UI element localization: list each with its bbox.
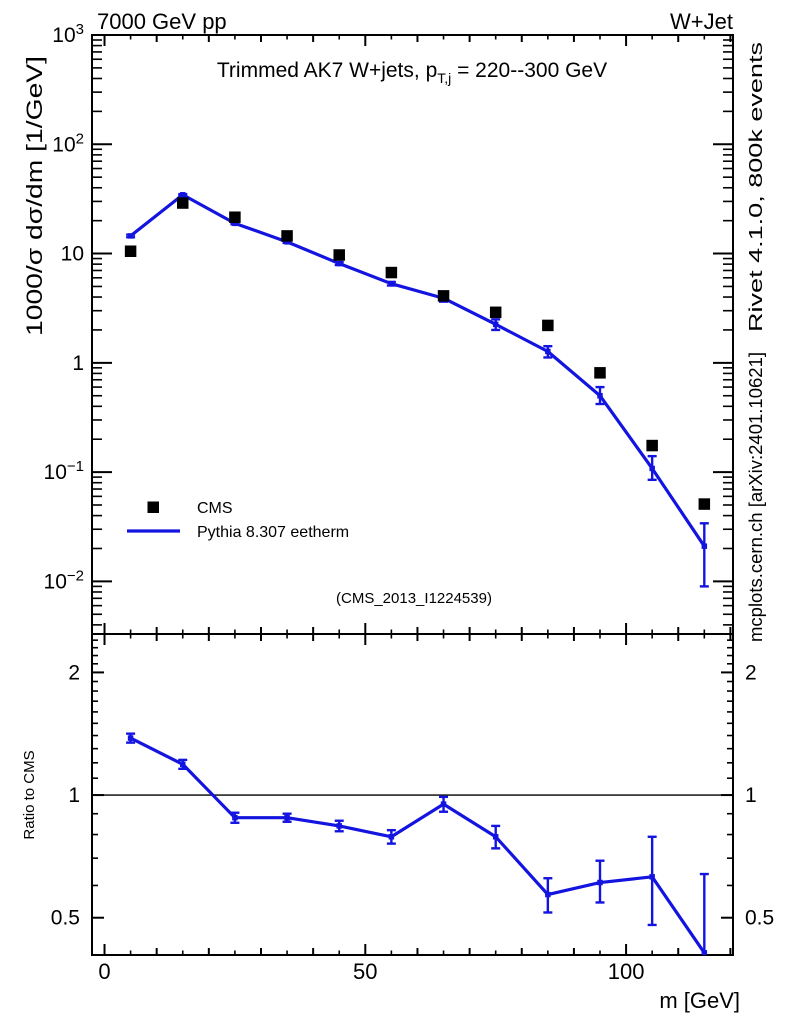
svg-text:0.5: 0.5 xyxy=(745,907,774,930)
svg-text:0.5: 0.5 xyxy=(51,907,80,930)
svg-text:100: 100 xyxy=(608,959,645,984)
svg-text:10−2: 10−2 xyxy=(44,567,84,593)
legend-data-label: CMS xyxy=(197,500,233,517)
header-beam-label: 7000 GeV pp xyxy=(97,9,227,34)
svg-text:2: 2 xyxy=(745,661,757,684)
x-axis-ticks xyxy=(103,35,732,955)
header-process-label: W+Jet xyxy=(670,9,733,34)
svg-text:0: 0 xyxy=(98,959,110,984)
generator-version-note: Rivet 4.1.0, 800k events xyxy=(746,42,766,332)
mcplots-arxiv-note: mcplots.cern.ch [arXiv:2401.10621] xyxy=(746,352,766,642)
svg-text:1: 1 xyxy=(68,784,80,807)
analysis-id-watermark: (CMS_2013_I1224539) xyxy=(336,590,492,607)
x-axis-title: m [GeV] xyxy=(659,988,740,1013)
legend-mc-label: Pythia 8.307 eetherm xyxy=(197,524,349,541)
svg-text:50: 50 xyxy=(353,959,377,984)
legend-data-marker xyxy=(147,501,159,513)
svg-text:10−1: 10−1 xyxy=(44,458,84,484)
mc-ratio-series xyxy=(126,732,709,955)
svg-text:2: 2 xyxy=(68,661,80,684)
ratio-y-axis-tick-labels: 2 2 1 1 0.5 0.5 xyxy=(51,661,774,929)
main-y-axis-ticks xyxy=(92,34,733,626)
svg-text:10: 10 xyxy=(61,243,84,266)
cms-data-series xyxy=(124,197,711,510)
legend: CMS Pythia 8.307 eetherm xyxy=(127,500,349,541)
ratio-y-axis-ticks xyxy=(92,639,733,919)
x-axis-tick-labels: 0 50 100 xyxy=(98,959,644,984)
main-y-axis-title: 1000/σ dσ/dm [1/GeV] xyxy=(22,56,47,336)
panel-frames xyxy=(91,34,734,956)
svg-text:103: 103 xyxy=(52,21,84,47)
plot-title: Trimmed AK7 W+jets, pT,j = 220--300 GeV xyxy=(217,59,607,86)
svg-text:1: 1 xyxy=(745,784,757,807)
ratio-y-axis-title: Ratio to CMS xyxy=(21,750,38,839)
svg-text:102: 102 xyxy=(52,130,84,156)
svg-text:1: 1 xyxy=(72,352,84,375)
